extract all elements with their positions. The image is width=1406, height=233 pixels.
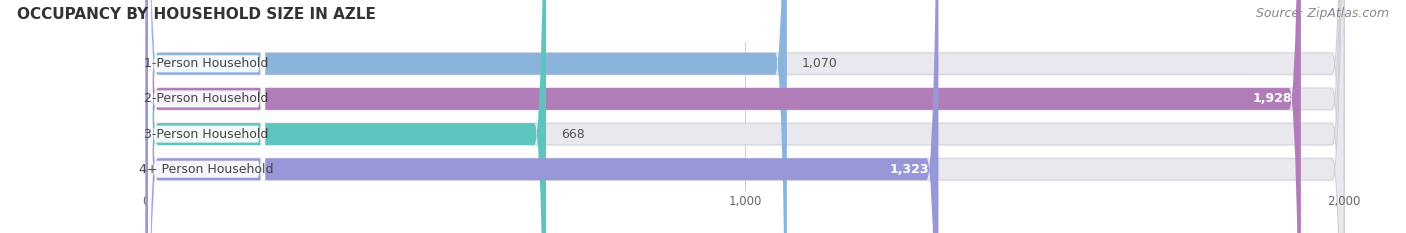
FancyBboxPatch shape xyxy=(148,0,266,233)
FancyBboxPatch shape xyxy=(146,0,787,233)
Text: 1,070: 1,070 xyxy=(801,57,838,70)
Text: OCCUPANCY BY HOUSEHOLD SIZE IN AZLE: OCCUPANCY BY HOUSEHOLD SIZE IN AZLE xyxy=(17,7,375,22)
FancyBboxPatch shape xyxy=(146,0,1344,233)
Text: 668: 668 xyxy=(561,128,585,140)
FancyBboxPatch shape xyxy=(146,0,1344,233)
FancyBboxPatch shape xyxy=(148,0,266,233)
FancyBboxPatch shape xyxy=(148,0,266,233)
FancyBboxPatch shape xyxy=(146,0,1301,233)
Text: 4+ Person Household: 4+ Person Household xyxy=(139,163,274,176)
FancyBboxPatch shape xyxy=(146,0,938,233)
Text: Source: ZipAtlas.com: Source: ZipAtlas.com xyxy=(1256,7,1389,20)
Text: 1,323: 1,323 xyxy=(890,163,929,176)
Text: 1,928: 1,928 xyxy=(1253,93,1292,105)
FancyBboxPatch shape xyxy=(148,0,266,233)
Text: 2-Person Household: 2-Person Household xyxy=(145,93,269,105)
FancyBboxPatch shape xyxy=(146,0,1344,233)
FancyBboxPatch shape xyxy=(146,0,546,233)
Text: 3-Person Household: 3-Person Household xyxy=(145,128,269,140)
FancyBboxPatch shape xyxy=(146,0,1344,233)
Text: 1-Person Household: 1-Person Household xyxy=(145,57,269,70)
